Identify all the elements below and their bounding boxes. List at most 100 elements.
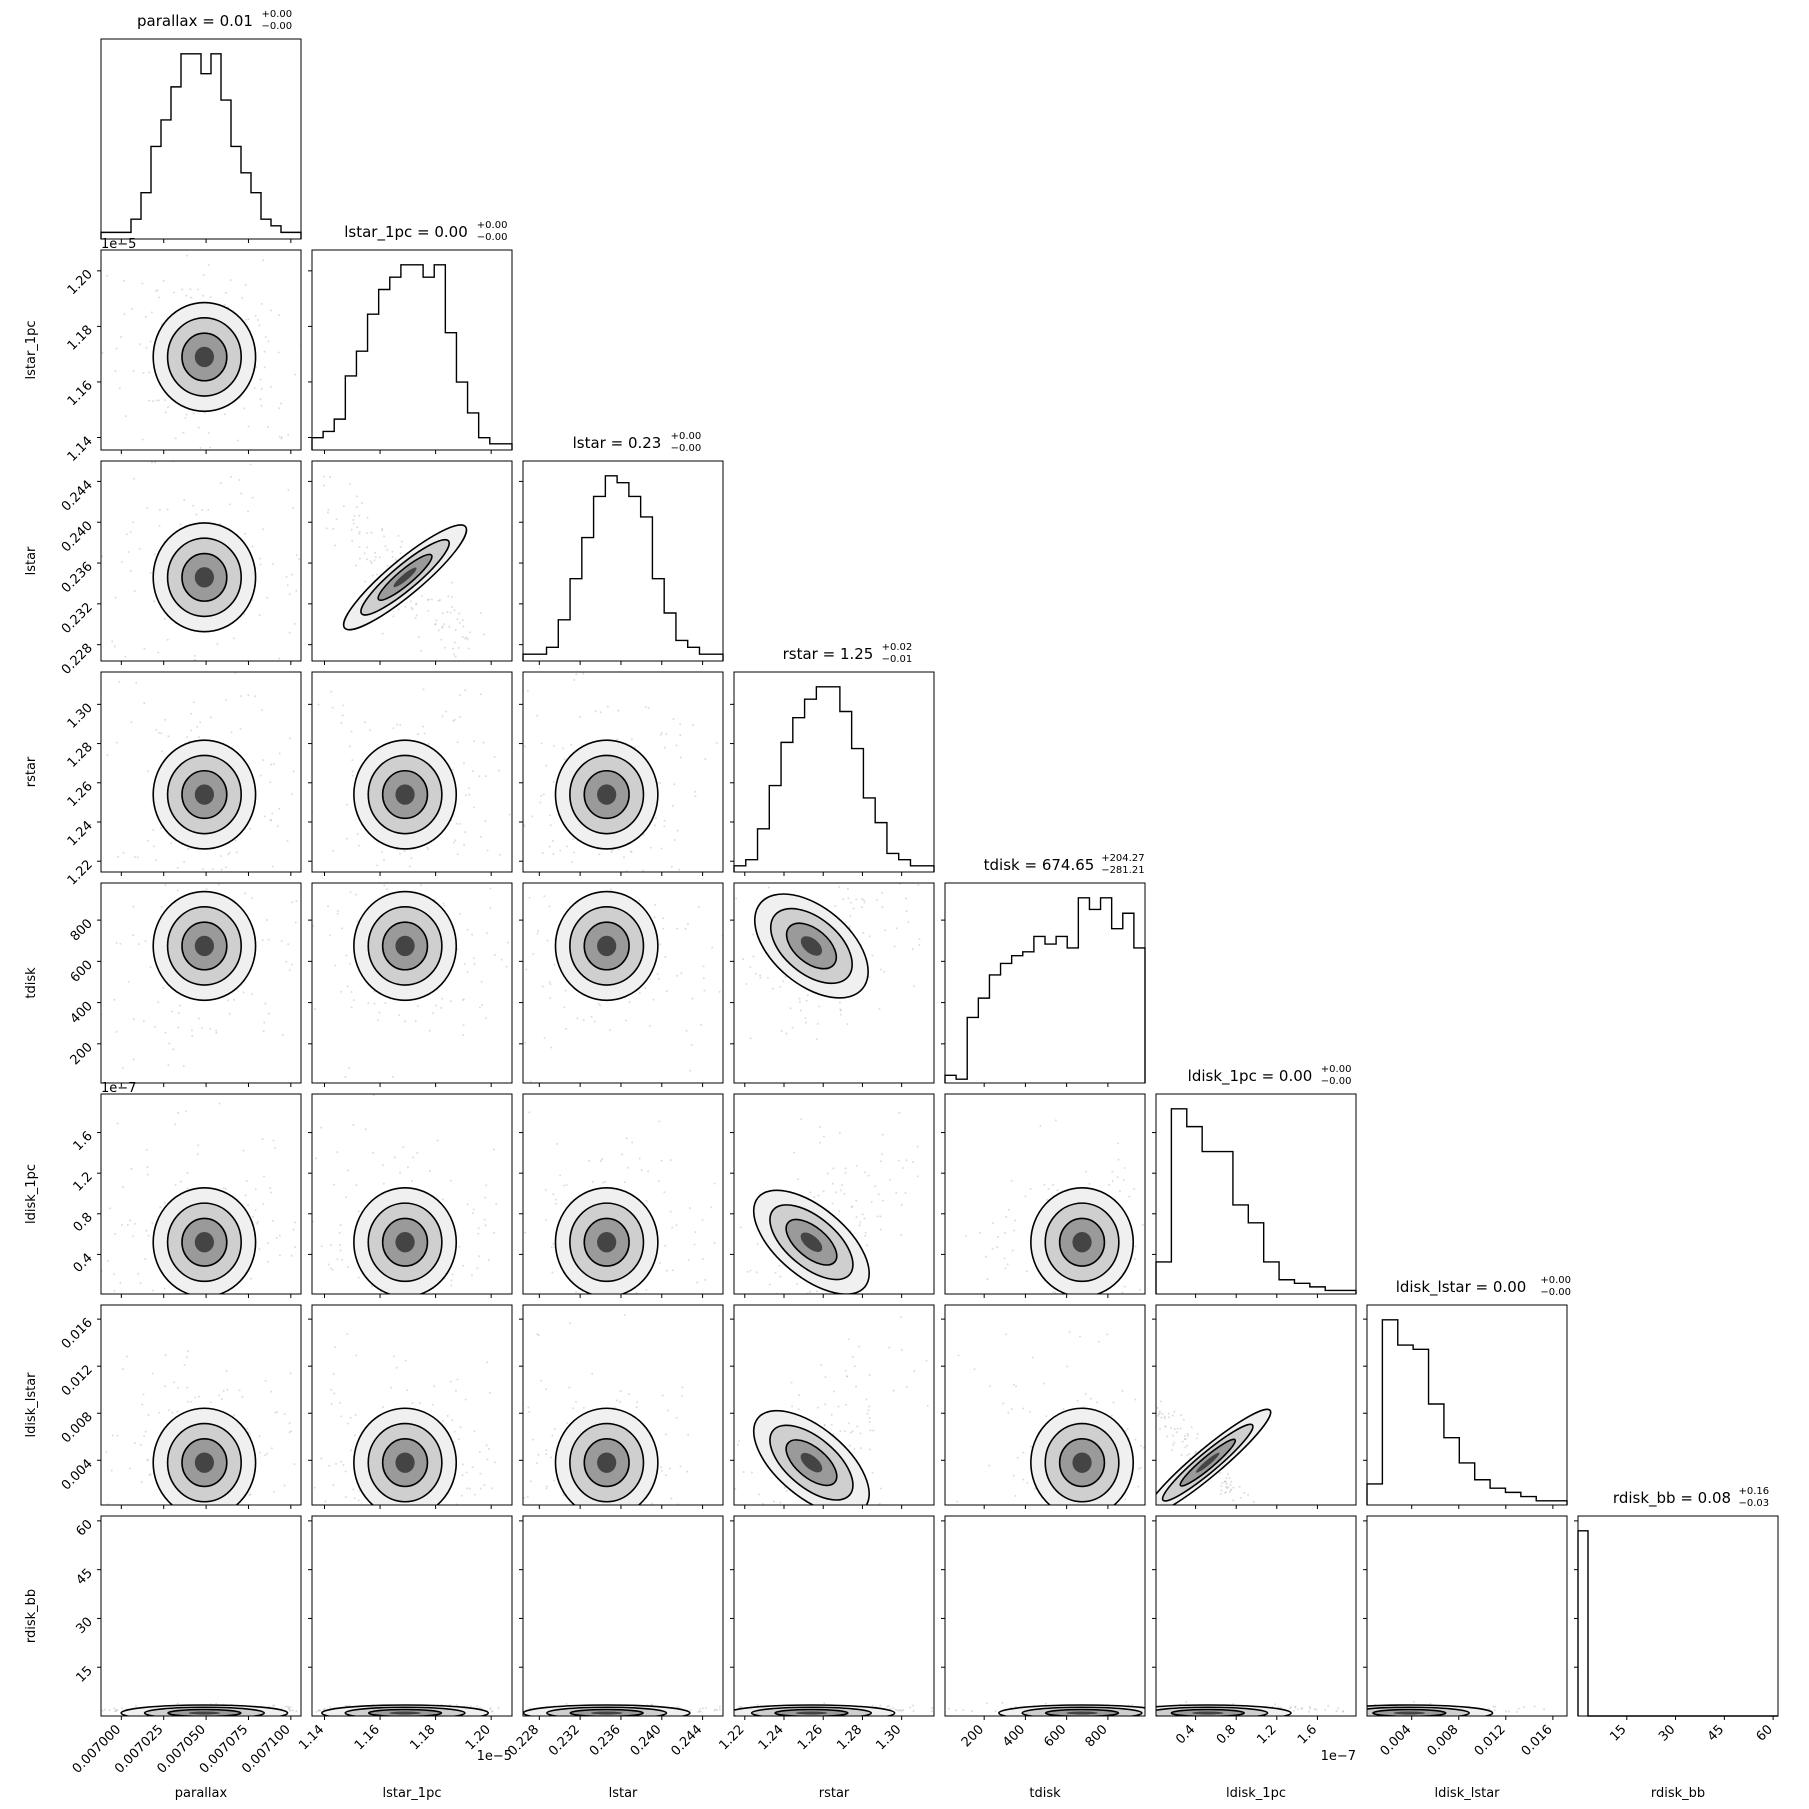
sample-point: [704, 757, 707, 760]
sample-point: [143, 702, 146, 705]
x-tick-label-rstar: 1.26: [795, 1722, 826, 1753]
sample-point: [774, 1557, 776, 1559]
sample-point: [632, 1536, 634, 1538]
sample-point: [660, 1469, 663, 1472]
sample-point: [884, 929, 887, 932]
sample-point: [344, 1196, 347, 1199]
sample-point: [287, 943, 290, 946]
contour-level-3: [395, 1452, 415, 1473]
sample-point: [95, 1709, 97, 1711]
sample-point: [886, 1705, 889, 1708]
sample-point: [290, 1532, 292, 1534]
y-tick-label-rstar: 1.22: [65, 857, 96, 888]
sample-point: [991, 1247, 994, 1250]
sample-point: [234, 839, 237, 842]
sample-point: [504, 1234, 506, 1236]
sample-point: [345, 954, 348, 957]
sample-point: [1244, 1508, 1246, 1510]
sample-point: [1250, 1505, 1252, 1507]
sample-point: [471, 770, 474, 773]
sample-point: [373, 1002, 376, 1005]
sample-point: [352, 1488, 355, 1491]
sample-point: [227, 999, 230, 1002]
sample-point: [505, 965, 508, 968]
sample-point: [709, 1461, 711, 1463]
sample-point: [509, 1404, 511, 1406]
sample-point: [166, 638, 169, 641]
histogram-step-rstar: [733, 686, 935, 872]
sample-point: [569, 1322, 572, 1325]
sample-point: [404, 1359, 407, 1362]
sample-point: [670, 865, 673, 868]
sample-point: [1313, 1707, 1316, 1710]
sample-point: [657, 884, 659, 886]
sample-point: [672, 1521, 674, 1523]
sample-point: [114, 1708, 117, 1711]
sample-point: [848, 1444, 851, 1447]
sample-point: [868, 935, 871, 938]
sample-point: [554, 1202, 557, 1205]
sample-point: [472, 1208, 475, 1211]
sample-point: [1139, 1288, 1142, 1291]
sample-point: [313, 1709, 315, 1711]
y-axis-label-lstar_1pc: lstar_1pc: [24, 321, 39, 380]
sample-point: [1172, 1434, 1175, 1437]
sample-point: [681, 1386, 684, 1389]
sample-point: [133, 477, 136, 480]
sample-point: [846, 1023, 849, 1026]
sample-point: [755, 972, 758, 975]
sample-point: [189, 288, 192, 291]
sample-point: [155, 399, 158, 402]
sample-point: [478, 1706, 481, 1709]
sample-point: [637, 1301, 639, 1303]
sample-point: [290, 793, 293, 796]
sample-point: [1004, 1267, 1007, 1270]
sample-point: [656, 972, 659, 975]
density-layer: [312, 883, 509, 1078]
sample-point: [1140, 1444, 1143, 1447]
sample-point: [314, 1008, 317, 1011]
panel-title-ldisk_lstar: ldisk_lstar = 0.00: [1396, 1278, 1527, 1297]
sample-point: [181, 1596, 183, 1598]
sample-point: [1102, 1362, 1104, 1364]
sample-point: [1266, 1536, 1268, 1538]
sample-point: [332, 1484, 335, 1487]
sample-point: [544, 1188, 547, 1191]
sample-point: [450, 1284, 453, 1287]
sample-point: [218, 880, 220, 882]
sample-point: [330, 1388, 333, 1391]
sample-point: [68, 1707, 70, 1709]
sample-point: [1182, 1418, 1185, 1421]
sample-point: [752, 933, 755, 936]
sample-point: [456, 1378, 459, 1381]
sample-point: [308, 671, 310, 673]
sample-point: [254, 1344, 256, 1346]
sample-point: [55, 589, 57, 591]
sample-point: [247, 318, 250, 321]
sample-point: [174, 437, 177, 440]
sample-point: [195, 513, 198, 516]
sample-point: [698, 1710, 701, 1713]
sample-point: [599, 1160, 602, 1163]
sample-point: [178, 858, 180, 860]
sample-point: [817, 1194, 820, 1197]
sample-point: [410, 606, 413, 609]
sample-point: [681, 1395, 684, 1398]
sample-point: [323, 1707, 326, 1710]
sample-point: [718, 1705, 721, 1708]
y-tick-label-lstar: 0.232: [59, 600, 96, 637]
sample-point: [831, 1202, 834, 1205]
sample-point: [1230, 1480, 1233, 1483]
sample-point: [445, 710, 448, 713]
sample-point: [426, 875, 428, 877]
sample-point: [758, 1493, 761, 1496]
sample-point: [294, 761, 296, 763]
sample-point: [544, 1388, 547, 1391]
sample-point: [687, 1433, 690, 1436]
sample-point: [230, 731, 233, 734]
sample-point: [380, 1520, 382, 1522]
sample-point: [1252, 1516, 1254, 1518]
sample-point: [526, 689, 529, 692]
sample-point: [428, 1029, 431, 1032]
sample-point: [464, 664, 466, 666]
